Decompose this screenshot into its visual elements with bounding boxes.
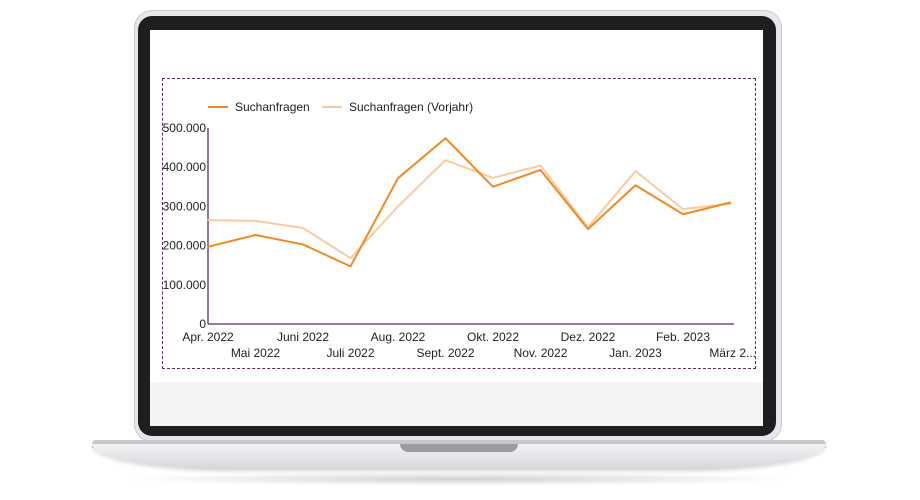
legend-label-series-0: Suchanfragen: [235, 100, 310, 114]
series-1-point: [492, 176, 494, 179]
x-tick-label: Juli 2022: [326, 346, 374, 360]
series-0-point: [587, 228, 589, 230]
x-tick-label: Feb. 2023: [656, 330, 710, 344]
series-line-1: [207, 159, 731, 260]
series-0-point: [207, 245, 209, 248]
series-1-point: [397, 205, 399, 208]
x-tick-label: Nov. 2022: [514, 346, 568, 360]
x-tick-label: März 2...: [709, 346, 756, 360]
series-1-point: [302, 227, 304, 229]
y-tick-label: 100.000: [163, 278, 207, 292]
series-0-point: [634, 184, 637, 187]
series-1-point: [539, 164, 542, 167]
x-tick-labels: Apr. 2022 Mai 2022 Juni 2022 Juli 2022 Aug. …: [182, 330, 756, 360]
y-tick-label: 300.000: [163, 199, 207, 213]
y-tick-labels: 500.000 400.000 300.000 200.000 100.000 0: [163, 121, 207, 331]
x-tick-label: Dez. 2022: [561, 330, 616, 344]
y-tick-label: 400.000: [163, 160, 207, 174]
series-lines: [207, 137, 732, 268]
series-0-point: [682, 213, 684, 216]
series-0-point: [444, 137, 447, 139]
series-0-point: [302, 243, 304, 246]
series-0-point: [349, 265, 352, 268]
x-tick-label: Sept. 2022: [416, 346, 474, 360]
y-tick-label: 200.000: [163, 239, 207, 253]
series-1-point: [254, 220, 257, 222]
x-tick-label: Apr. 2022: [182, 330, 234, 344]
laptop-screen: [150, 30, 763, 426]
series-0-point: [254, 234, 257, 236]
series-line-0: [207, 137, 731, 268]
y-tick-label: 0: [199, 317, 206, 331]
series-0-point: [397, 177, 399, 179]
x-tick-label: Juni 2022: [277, 330, 329, 344]
x-tick-label: Mai 2022: [231, 346, 281, 360]
x-tick-label: Aug. 2022: [371, 330, 426, 344]
chart-frame: [162, 78, 756, 369]
laptop-shadow: [120, 472, 800, 486]
series-0-point: [539, 169, 542, 171]
series-1-point: [349, 257, 352, 259]
legend-label-series-1: Suchanfragen (Vorjahr): [349, 100, 473, 114]
screen-bottom-strip: [150, 382, 763, 426]
series-0-point: [729, 201, 732, 204]
x-tick-label: Okt. 2022: [467, 330, 519, 344]
legend: Suchanfragen Suchanfragen (Vorjahr): [208, 100, 473, 114]
y-tick-label: 500.000: [163, 121, 207, 135]
series-1-point: [444, 159, 447, 161]
series-0-point: [492, 186, 494, 188]
laptop-notch: [400, 444, 518, 452]
series-1-point: [634, 170, 637, 172]
series-1-point: [207, 219, 209, 221]
x-tick-label: Jan. 2023: [609, 346, 662, 360]
series-1-point: [682, 208, 684, 210]
